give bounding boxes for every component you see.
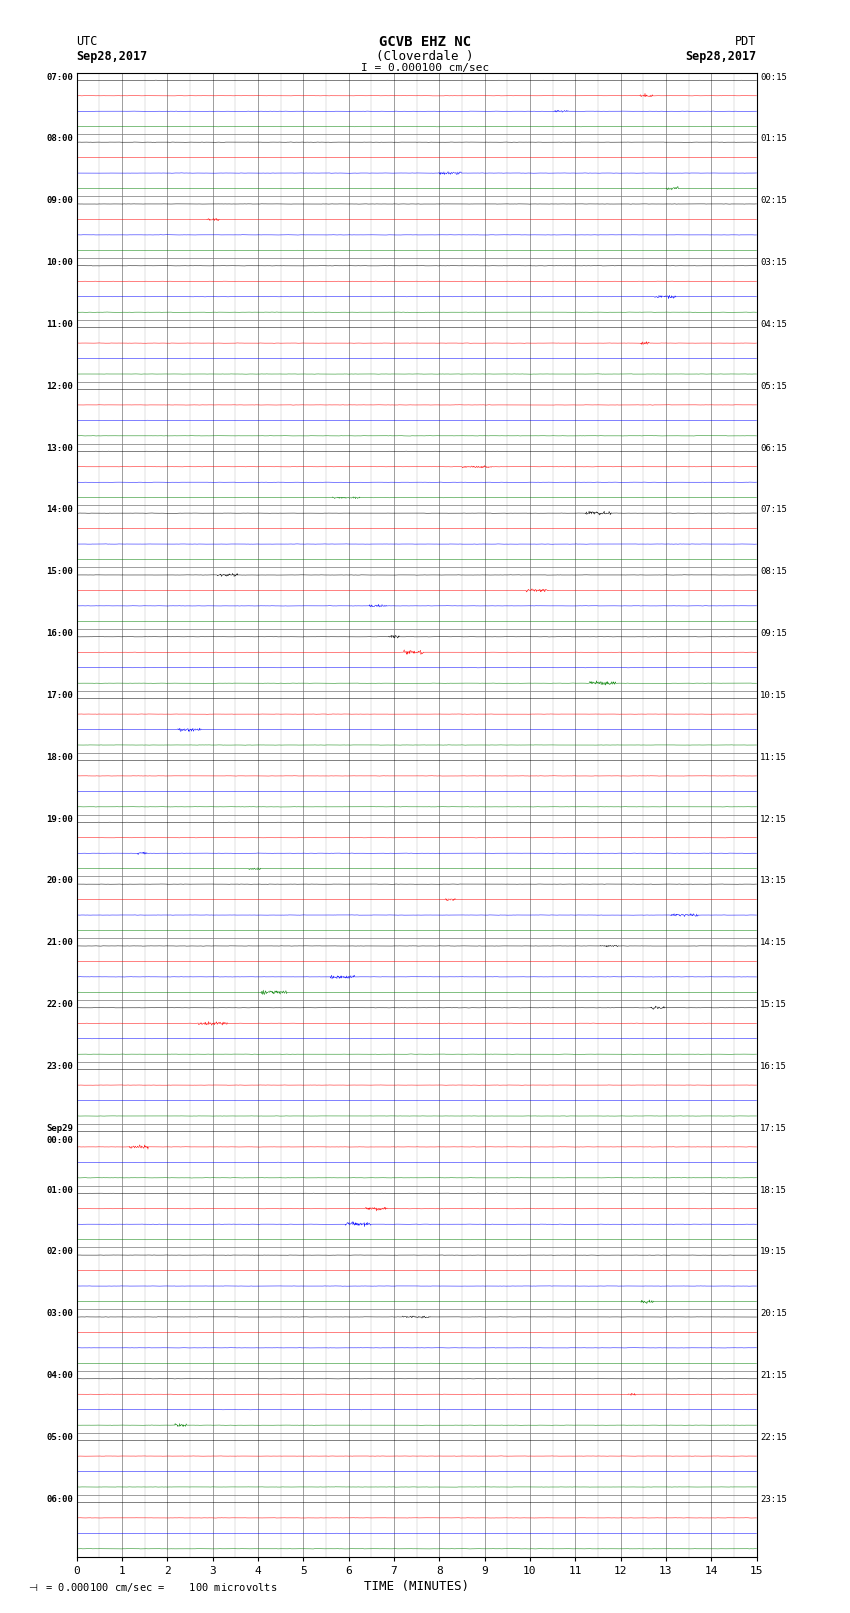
Text: 17:15: 17:15 bbox=[760, 1124, 787, 1132]
Text: 01:00: 01:00 bbox=[46, 1186, 73, 1195]
Text: Sep29: Sep29 bbox=[46, 1124, 73, 1132]
Text: 19:15: 19:15 bbox=[760, 1247, 787, 1257]
Text: 14:00: 14:00 bbox=[46, 505, 73, 515]
Text: 09:00: 09:00 bbox=[46, 197, 73, 205]
Text: 11:00: 11:00 bbox=[46, 319, 73, 329]
Text: 21:15: 21:15 bbox=[760, 1371, 787, 1381]
Text: 13:15: 13:15 bbox=[760, 876, 787, 886]
Text: 15:00: 15:00 bbox=[46, 568, 73, 576]
Text: 10:15: 10:15 bbox=[760, 690, 787, 700]
Text: 15:15: 15:15 bbox=[760, 1000, 787, 1010]
Text: UTC: UTC bbox=[76, 35, 98, 48]
Text: GCVB EHZ NC: GCVB EHZ NC bbox=[379, 35, 471, 50]
Text: 16:00: 16:00 bbox=[46, 629, 73, 639]
Text: 18:15: 18:15 bbox=[760, 1186, 787, 1195]
Text: 09:15: 09:15 bbox=[760, 629, 787, 639]
Text: 05:00: 05:00 bbox=[46, 1432, 73, 1442]
Text: 12:00: 12:00 bbox=[46, 382, 73, 390]
Text: 07:15: 07:15 bbox=[760, 505, 787, 515]
Text: PDT: PDT bbox=[735, 35, 756, 48]
Text: 14:15: 14:15 bbox=[760, 939, 787, 947]
Text: I = 0.000100 cm/sec: I = 0.000100 cm/sec bbox=[361, 63, 489, 73]
Text: 20:00: 20:00 bbox=[46, 876, 73, 886]
Text: 21:00: 21:00 bbox=[46, 939, 73, 947]
Text: 06:15: 06:15 bbox=[760, 444, 787, 453]
Text: 12:15: 12:15 bbox=[760, 815, 787, 824]
Text: 02:00: 02:00 bbox=[46, 1247, 73, 1257]
Text: 03:15: 03:15 bbox=[760, 258, 787, 268]
Text: 00:15: 00:15 bbox=[760, 73, 787, 82]
Text: 06:00: 06:00 bbox=[46, 1495, 73, 1503]
Text: 00:00: 00:00 bbox=[46, 1136, 73, 1145]
Text: 19:00: 19:00 bbox=[46, 815, 73, 824]
X-axis label: TIME (MINUTES): TIME (MINUTES) bbox=[364, 1579, 469, 1592]
Text: 20:15: 20:15 bbox=[760, 1310, 787, 1318]
Text: 07:00: 07:00 bbox=[46, 73, 73, 82]
Text: 08:15: 08:15 bbox=[760, 568, 787, 576]
Text: 16:15: 16:15 bbox=[760, 1061, 787, 1071]
Text: 08:00: 08:00 bbox=[46, 134, 73, 144]
Text: 04:00: 04:00 bbox=[46, 1371, 73, 1381]
Text: 02:15: 02:15 bbox=[760, 197, 787, 205]
Text: 23:15: 23:15 bbox=[760, 1495, 787, 1503]
Text: 23:00: 23:00 bbox=[46, 1061, 73, 1071]
Text: 04:15: 04:15 bbox=[760, 319, 787, 329]
Text: 22:00: 22:00 bbox=[46, 1000, 73, 1010]
Text: 22:15: 22:15 bbox=[760, 1432, 787, 1442]
Text: Sep28,2017: Sep28,2017 bbox=[76, 50, 148, 63]
Text: Sep28,2017: Sep28,2017 bbox=[685, 50, 756, 63]
Text: 05:15: 05:15 bbox=[760, 382, 787, 390]
Text: (Cloverdale ): (Cloverdale ) bbox=[377, 50, 473, 63]
Text: 03:00: 03:00 bbox=[46, 1310, 73, 1318]
Text: 17:00: 17:00 bbox=[46, 690, 73, 700]
Text: 13:00: 13:00 bbox=[46, 444, 73, 453]
Text: 18:00: 18:00 bbox=[46, 753, 73, 761]
Text: 01:15: 01:15 bbox=[760, 134, 787, 144]
Text: $\dashv$ = 0.000100 cm/sec =    100 microvolts: $\dashv$ = 0.000100 cm/sec = 100 microvo… bbox=[26, 1581, 277, 1594]
Text: 10:00: 10:00 bbox=[46, 258, 73, 268]
Text: 11:15: 11:15 bbox=[760, 753, 787, 761]
